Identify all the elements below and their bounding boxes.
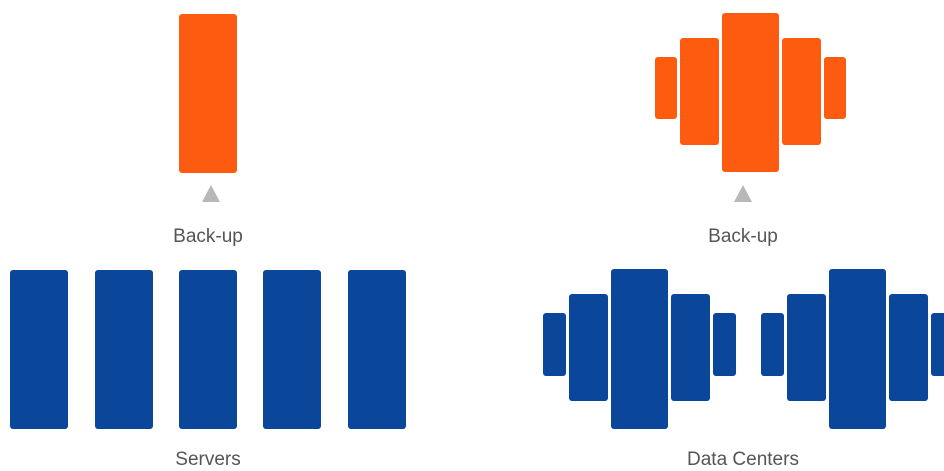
datacenter-block	[889, 294, 928, 401]
datacenter-block	[722, 13, 779, 172]
server-block	[348, 270, 406, 429]
triangle-up-icon	[202, 185, 220, 202]
datacenter-block	[824, 57, 846, 119]
backup-label: Back-up	[173, 226, 243, 247]
servers-label: Servers	[175, 449, 241, 470]
datacenter-block	[931, 313, 944, 376]
server-block	[95, 270, 153, 429]
datacenter-block	[569, 294, 608, 401]
datacenter-block	[543, 313, 566, 376]
datacenter-block	[787, 294, 826, 401]
datacenter-block	[713, 313, 736, 376]
datacenter-block	[829, 269, 886, 429]
datacenter-block	[680, 38, 719, 145]
datacenter-block	[671, 294, 710, 401]
datacenters-label: Data Centers	[687, 449, 799, 470]
server-block	[10, 270, 68, 429]
triangle-up-icon	[734, 185, 752, 202]
datacenter-block	[782, 38, 821, 145]
datacenter-block	[611, 269, 668, 429]
server-block	[263, 270, 321, 429]
datacenter-block	[761, 313, 784, 376]
backup-label: Back-up	[708, 226, 778, 247]
server-block	[179, 270, 237, 429]
backup-server-block	[179, 14, 237, 173]
datacenter-block	[655, 57, 677, 119]
